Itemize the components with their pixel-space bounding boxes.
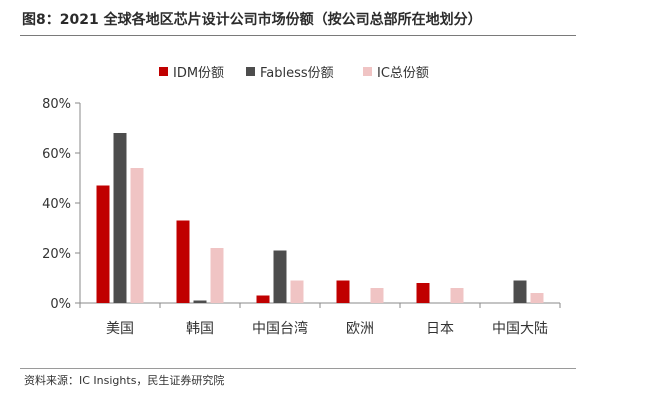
y-tick-label: 20% xyxy=(42,247,71,262)
bar xyxy=(176,220,190,303)
legend-swatch xyxy=(246,67,255,76)
legend-item: Fabless份额 xyxy=(246,62,334,81)
bar xyxy=(210,248,224,303)
y-tick-label: 0% xyxy=(50,297,71,312)
bar xyxy=(513,280,527,303)
bar xyxy=(416,283,430,303)
legend-label: IC总份额 xyxy=(377,66,429,81)
legend-swatch xyxy=(363,67,372,76)
legend-item: IC总份额 xyxy=(363,62,429,81)
x-axis: 美国 韩国 中国台湾 欧洲 日本 中国大陆 xyxy=(79,302,561,337)
x-tick-label: 中国台湾 xyxy=(252,320,308,337)
y-tick-label: 40% xyxy=(42,197,71,212)
bar xyxy=(193,300,207,303)
x-tick-label: 欧洲 xyxy=(346,321,374,337)
legend-item: IDM份额 xyxy=(159,62,224,81)
bar xyxy=(450,288,464,303)
x-tick-label: 美国 xyxy=(106,321,134,337)
bar xyxy=(96,185,110,303)
bar xyxy=(290,280,304,303)
bar xyxy=(113,133,127,303)
legend-label: Fabless份额 xyxy=(260,66,334,81)
source-divider xyxy=(20,368,576,369)
legend-swatch xyxy=(159,67,168,76)
bars xyxy=(96,133,544,303)
x-tick-label: 中国大陆 xyxy=(492,321,548,337)
chart-title: 图8：2021 全球各地区芯片设计公司市场份额（按公司总部所在地划分） xyxy=(22,12,482,28)
bar xyxy=(336,280,350,303)
y-axis: 0% 20% 40% 60% 80% xyxy=(42,97,81,312)
y-tick-label: 60% xyxy=(42,147,71,162)
bar xyxy=(256,295,270,303)
bar xyxy=(273,250,287,303)
x-tick-label: 韩国 xyxy=(186,321,214,337)
bar xyxy=(370,288,384,303)
legend-label: IDM份额 xyxy=(173,66,225,81)
source-note: 资料来源：IC Insights，民生证券研究院 xyxy=(24,374,225,387)
legend: IDM份额 Fabless份额 IC总份额 xyxy=(0,62,664,82)
y-tick-label: 80% xyxy=(42,97,71,112)
x-tick-label: 日本 xyxy=(426,321,454,337)
title-divider xyxy=(20,35,576,36)
bar xyxy=(130,168,144,303)
bar xyxy=(530,293,544,303)
